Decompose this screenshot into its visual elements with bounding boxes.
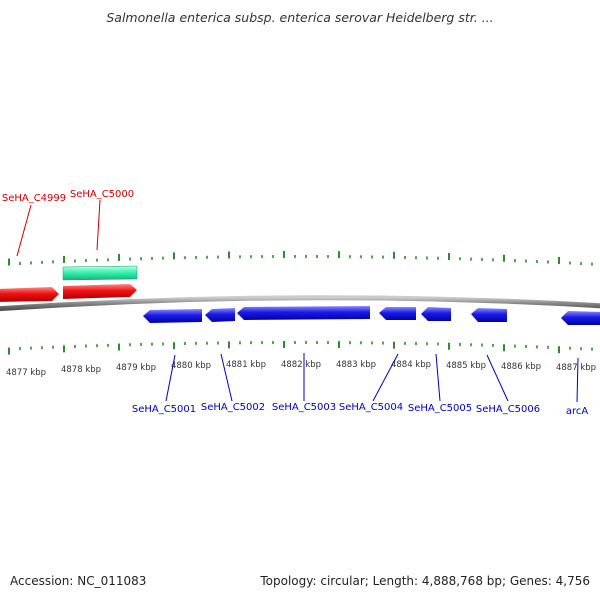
kbp-scale-labels: 4877 kbp 4878 kbp 4879 kbp 4880 kbp 4881…	[6, 360, 596, 378]
leader-line	[16, 204, 32, 257]
gene-arrow-SeHA_C4999[interactable]	[0, 287, 59, 302]
leader-line	[372, 353, 399, 402]
gene-arrow-SeHA_C5000[interactable]	[63, 284, 137, 299]
gene-label-SeHA_C5004[interactable]: SeHA_C5004	[339, 402, 403, 413]
topology-summary: Topology: circular; Length: 4,888,768 bp…	[259, 574, 590, 588]
leader-line	[96, 199, 101, 251]
accession-text: Accession: NC_011083	[10, 574, 146, 588]
kbp-label: 4878 kbp	[61, 365, 101, 375]
gene-arrow-arcA[interactable]	[561, 311, 600, 325]
kbp-label: 4886 kbp	[501, 362, 541, 372]
gene-label-SeHA_C5002[interactable]: SeHA_C5002	[201, 402, 265, 413]
leader-line	[435, 353, 441, 402]
kbp-label: 4883 kbp	[336, 360, 376, 370]
rna-feature[interactable]	[62, 265, 138, 281]
genome-backbone	[0, 295, 600, 312]
kbp-label: 4887 kbp	[556, 363, 596, 373]
gene-arrow-SeHA_C5006[interactable]	[471, 308, 507, 322]
kbp-label: 4879 kbp	[116, 363, 156, 373]
kbp-label: 4885 kbp	[446, 361, 486, 371]
kbp-label: 4884 kbp	[391, 360, 431, 370]
reverse-gene-labels: SeHA_C5001 SeHA_C5002 SeHA_C5003 SeHA_C5…	[132, 353, 588, 417]
forward-strand-genes	[0, 284, 137, 302]
kbp-label: 4880 kbp	[171, 361, 211, 371]
gene-label-SeHA_C5001[interactable]: SeHA_C5001	[132, 404, 196, 415]
kbp-label: 4881 kbp	[226, 360, 266, 370]
leader-line	[220, 353, 233, 402]
leader-line	[165, 354, 176, 402]
lower-tick-row	[8, 341, 593, 355]
gene-label-arcA[interactable]: arcA	[566, 406, 589, 417]
gene-arrow-SeHA_C5001[interactable]	[143, 309, 202, 323]
gene-label-SeHA_C5006[interactable]: SeHA_C5006	[476, 404, 540, 415]
gene-label-SeHA_C5005[interactable]: SeHA_C5005	[408, 403, 472, 414]
forward-gene-labels: SeHA_C4999 SeHA_C5000	[2, 189, 134, 257]
reverse-strand-genes	[143, 306, 600, 325]
leader-line	[486, 354, 509, 402]
gene-label-SeHA_C4999[interactable]: SeHA_C4999	[2, 193, 66, 204]
gene-arrow-SeHA_C5002[interactable]	[205, 308, 235, 322]
upper-tick-row	[8, 251, 593, 266]
gene-label-SeHA_C5000[interactable]: SeHA_C5000	[70, 189, 134, 200]
gene-arrow-SeHA_C5004[interactable]	[379, 307, 416, 320]
gene-arrow-SeHA_C5005[interactable]	[421, 307, 451, 321]
leader-line	[576, 357, 579, 403]
kbp-label: 4882 kbp	[281, 360, 321, 370]
map-title: Salmonella enterica subsp. enterica sero…	[106, 10, 493, 25]
gene-label-SeHA_C5003[interactable]: SeHA_C5003	[272, 402, 336, 413]
kbp-label: 4877 kbp	[6, 368, 46, 378]
gene-arrow-SeHA_C5003[interactable]	[237, 306, 370, 320]
